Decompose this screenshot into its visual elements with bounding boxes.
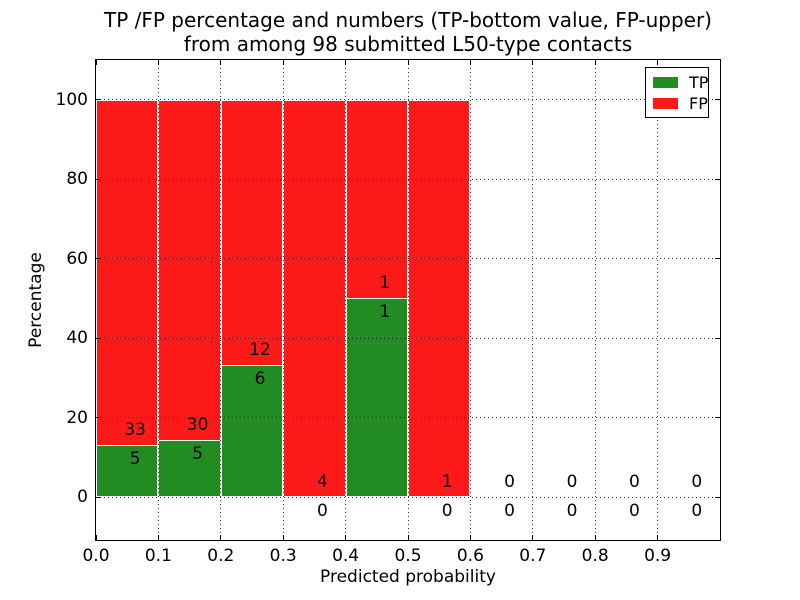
x-tick-mark-top xyxy=(532,60,534,65)
x-tick-label: 0.2 xyxy=(207,546,235,566)
count-label-fp: 0 xyxy=(628,472,640,493)
gridline-x-0.4 xyxy=(345,60,347,540)
gridline-x-0.5 xyxy=(407,60,409,540)
count-label-fp: 1 xyxy=(441,472,453,493)
x-tick-mark xyxy=(532,535,534,540)
plot-area: TP FP 33 5 30 5 12 6 4 0 1 1 1 0 0 0 0 0 0 0 0 0 xyxy=(95,59,721,541)
count-label-fp: 30 xyxy=(186,415,209,436)
x-tick-mark xyxy=(282,535,284,540)
legend-swatch-fp xyxy=(653,98,678,109)
bar-tp xyxy=(96,444,159,498)
x-tick-mark-top xyxy=(157,60,159,65)
x-tick-mark-top xyxy=(594,60,596,65)
x-tick-mark xyxy=(594,535,596,540)
count-label-fp: 0 xyxy=(504,472,516,493)
count-label-tp: 6 xyxy=(254,368,266,389)
y-tick-mark-right xyxy=(715,99,720,101)
y-tick-label: 100 xyxy=(55,89,88,110)
count-label-fp: 4 xyxy=(316,472,328,493)
count-label-fp: 1 xyxy=(379,273,391,294)
x-tick-label: 0.8 xyxy=(581,546,609,566)
x-tick-label: 0.3 xyxy=(269,546,297,566)
count-label-tp: 0 xyxy=(691,501,703,522)
x-tick-label: 0.5 xyxy=(394,546,422,566)
y-tick-label: 0 xyxy=(77,487,88,508)
count-label-fp: 33 xyxy=(124,419,147,440)
y-tick-mark xyxy=(96,496,101,498)
count-label-tp: 0 xyxy=(441,501,453,522)
bar-fp xyxy=(96,99,159,498)
legend-row-tp: TP xyxy=(646,72,708,93)
y-tick-label: 60 xyxy=(66,248,88,269)
y-tick-mark-right xyxy=(715,258,720,260)
gridline-x-0.2 xyxy=(220,60,222,540)
gridline-x-0.9 xyxy=(657,60,659,540)
x-tick-mark xyxy=(407,535,409,540)
y-tick-mark-right xyxy=(715,337,720,339)
count-label-tp: 1 xyxy=(379,302,391,323)
x-axis-label: Predicted probability xyxy=(320,567,496,587)
x-tick-mark-top xyxy=(407,60,409,65)
legend-label-tp: TP xyxy=(689,72,709,92)
y-tick-mark xyxy=(96,99,101,101)
y-tick-mark xyxy=(96,417,101,419)
x-tick-label: 0.7 xyxy=(519,546,547,566)
legend-label-fp: FP xyxy=(689,93,708,113)
chart-title: TP /FP percentage and numbers (TP-bottom… xyxy=(96,8,720,56)
y-tick-mark-right xyxy=(715,417,720,419)
x-tick-mark xyxy=(157,535,159,540)
x-tick-mark xyxy=(469,535,471,540)
x-tick-mark-top xyxy=(95,60,97,65)
bar-fp xyxy=(283,99,346,498)
bar-fp xyxy=(408,99,471,498)
bar-tp xyxy=(220,364,284,498)
gridline-x-0.3 xyxy=(282,60,284,540)
gridline-x-0.8 xyxy=(594,60,596,540)
count-label-tp: 0 xyxy=(504,501,516,522)
chart-title-line1: TP /FP percentage and numbers (TP-bottom… xyxy=(104,8,712,32)
count-label-tp: 0 xyxy=(566,501,578,522)
x-tick-mark xyxy=(657,535,659,540)
count-label-fp: 12 xyxy=(249,339,271,360)
x-tick-mark-top xyxy=(220,60,222,65)
count-label-tp: 0 xyxy=(316,501,328,522)
gridline-x-0.7 xyxy=(532,60,534,540)
y-tick-mark xyxy=(96,337,101,339)
gridline-x-0.1 xyxy=(157,60,159,540)
x-tick-mark xyxy=(345,535,347,540)
x-tick-mark xyxy=(95,535,97,540)
y-tick-label: 80 xyxy=(66,169,88,190)
y-tick-label: 20 xyxy=(66,407,88,428)
bar-tp xyxy=(158,440,221,498)
y-tick-mark xyxy=(96,258,101,260)
x-tick-mark xyxy=(220,535,222,540)
y-tick-mark-right xyxy=(715,496,720,498)
legend: TP FP xyxy=(645,67,709,118)
x-tick-label: 0.9 xyxy=(644,546,672,566)
bar-fp xyxy=(158,99,221,498)
x-tick-label: 0.0 xyxy=(82,546,110,566)
count-label-fp: 0 xyxy=(691,472,703,493)
y-tick-mark xyxy=(96,178,101,180)
x-tick-label: 0.6 xyxy=(456,546,484,566)
count-label-tp: 0 xyxy=(628,501,640,522)
x-tick-mark-top xyxy=(657,60,659,65)
legend-swatch-tp xyxy=(653,77,678,88)
x-tick-mark-top xyxy=(469,60,471,65)
legend-row-fp: FP xyxy=(646,93,708,114)
x-tick-label: 0.4 xyxy=(332,546,360,566)
count-label-fp: 0 xyxy=(566,472,578,493)
x-tick-mark-top xyxy=(282,60,284,65)
count-label-tp: 5 xyxy=(129,448,141,469)
y-tick-mark-right xyxy=(715,178,720,180)
gridline-x-0.6 xyxy=(469,60,471,540)
chart-title-line2: from among 98 submitted L50-type contact… xyxy=(183,32,633,56)
x-tick-mark-top xyxy=(345,60,347,65)
y-tick-label: 40 xyxy=(66,328,88,349)
bar-tp xyxy=(345,298,408,498)
count-label-tp: 5 xyxy=(192,444,204,465)
x-tick-label: 0.1 xyxy=(144,546,172,566)
